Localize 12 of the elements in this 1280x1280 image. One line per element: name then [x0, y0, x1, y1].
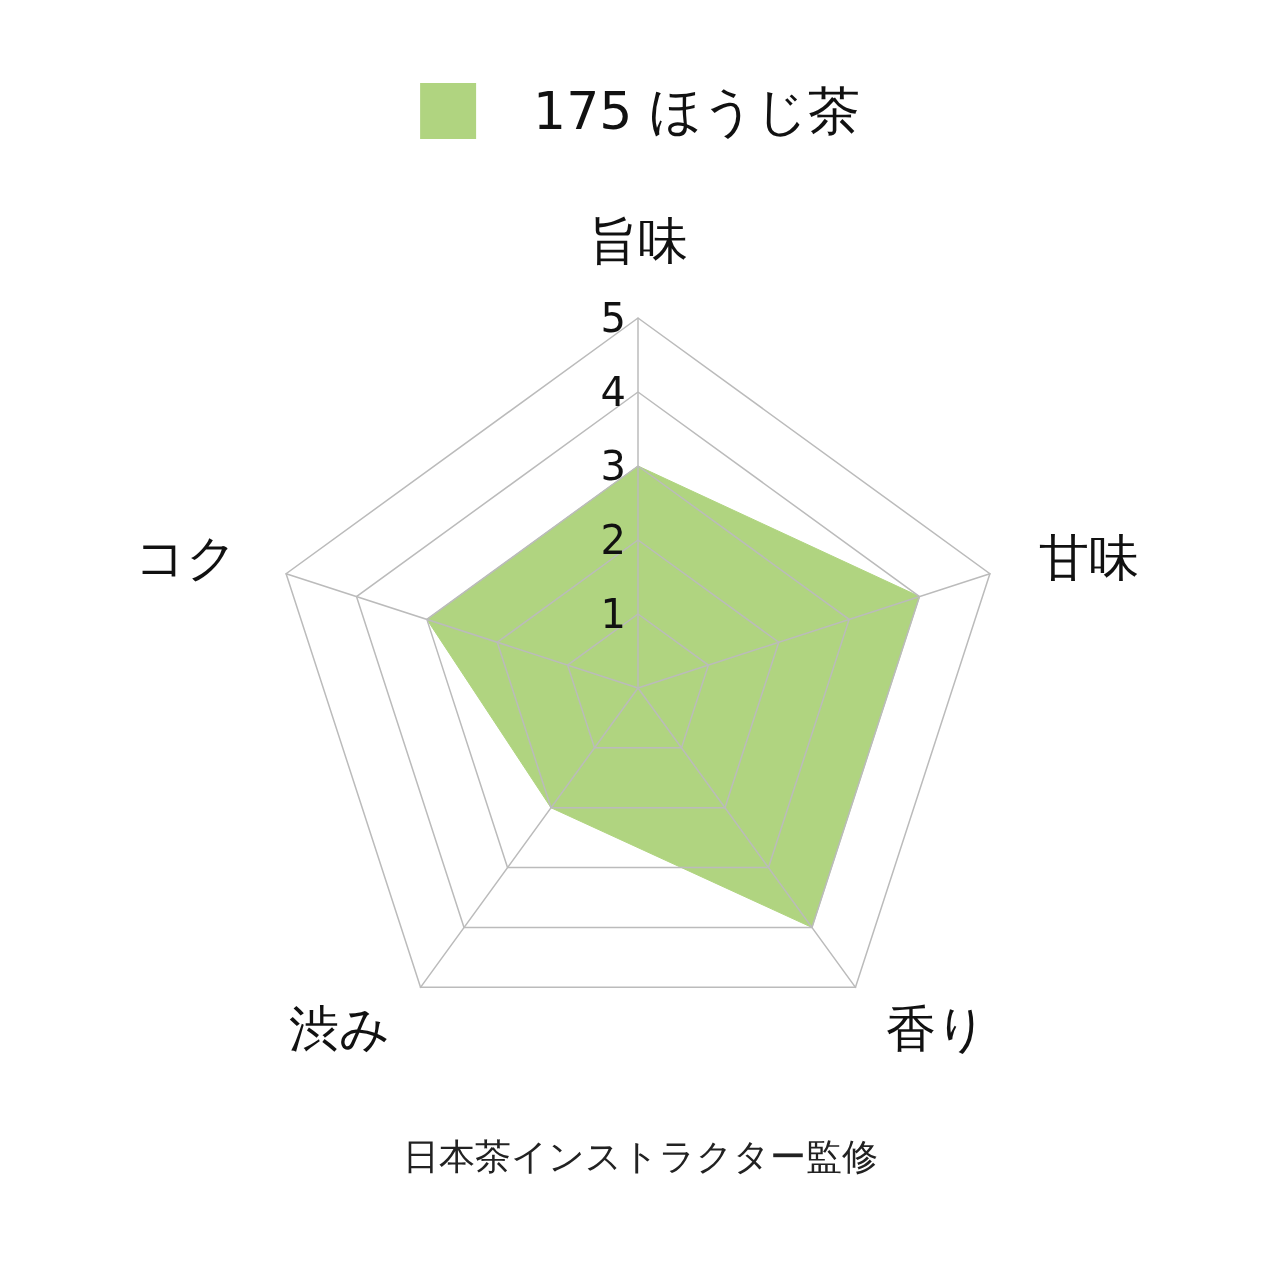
spoke-label: 香り [886, 1000, 988, 1059]
y-tick-label: 5 [600, 295, 626, 341]
spoke-label: 渋み [288, 1000, 390, 1059]
text: 日本茶インストラクター監修 [402, 1135, 878, 1177]
y-tick-label: 2 [600, 517, 626, 563]
spoke-label: コク [134, 528, 237, 587]
legend-label: 175 ほうじ茶 [533, 81, 860, 141]
y-tick-label: 1 [600, 591, 626, 637]
spoke-label: 甘味 [1039, 528, 1140, 587]
y-tick-label: 3 [600, 443, 626, 489]
y-tick-label: 4 [600, 369, 626, 415]
spoke-label: 旨味 [588, 212, 688, 270]
